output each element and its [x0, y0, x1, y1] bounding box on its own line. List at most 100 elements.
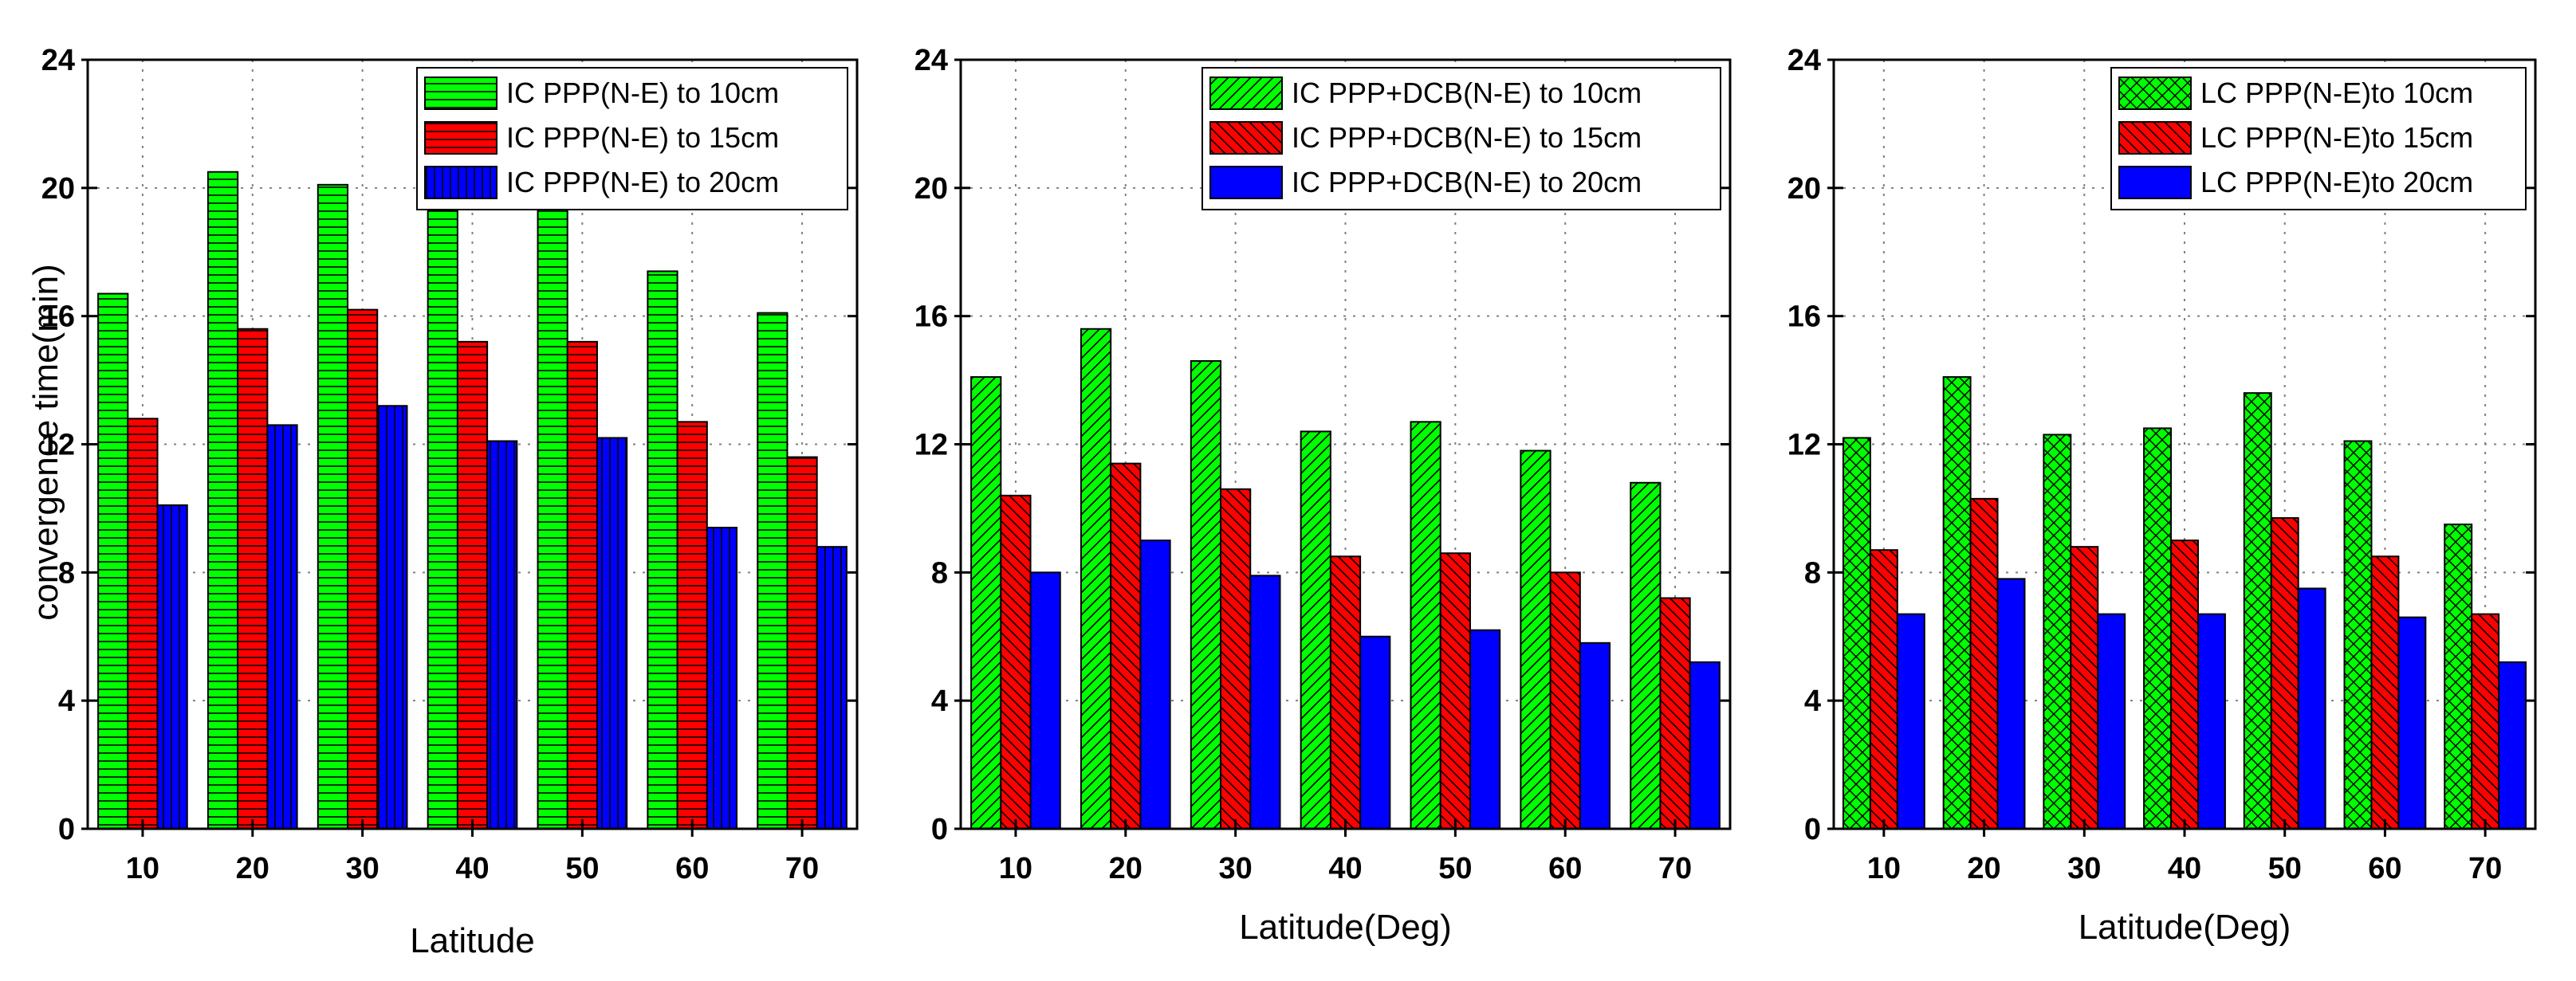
bar-hatch: [2444, 524, 2472, 829]
x-tick-label: 40: [2168, 852, 2201, 885]
y-tick-label: 12: [41, 429, 75, 462]
bar-hatch: [706, 528, 737, 829]
bar-blue-30: [1250, 575, 1280, 829]
x-tick-label: 40: [1328, 852, 1362, 885]
x-axis-label: Latitude(Deg): [2078, 908, 2291, 947]
legend-box: [1201, 67, 1721, 210]
bar-hatch: [1970, 498, 1998, 829]
bar-hatch: [1410, 422, 1441, 829]
legend-label: IC PPP(N-E) to 10cm: [506, 77, 779, 109]
legend-label: IC PPP(N-E) to 20cm: [506, 166, 779, 198]
legend-swatch-blue: [2119, 167, 2191, 198]
bar-blue-60: [1579, 642, 1610, 829]
y-tick-label: 0: [58, 813, 75, 846]
y-tick-label: 24: [1787, 44, 1821, 77]
x-tick-label: 40: [455, 852, 489, 885]
bar-hatch: [1843, 438, 1870, 829]
y-tick-label: 12: [914, 429, 948, 462]
x-tick-label: 30: [1219, 852, 1253, 885]
bar-hatch: [2271, 517, 2299, 829]
legend-swatch-hatch: [1210, 77, 1282, 109]
legend-label: LC PPP(N-E)to 10cm: [2200, 77, 2473, 109]
panel-left: 0 4 8 12 16 20 24 10 20 30 40 50 60 70 Latitude IC PPP(…: [41, 44, 859, 960]
bar-hatch: [596, 438, 627, 829]
legend-label: IC PPP(N-E) to 15cm: [506, 121, 779, 154]
bar-hatch: [787, 457, 817, 829]
y-tick-label: 8: [58, 556, 75, 590]
bar-hatch: [1300, 431, 1331, 829]
x-tick-label: 10: [126, 852, 159, 885]
y-tick-label: 8: [1804, 556, 1821, 590]
y-tick-label: 4: [931, 685, 948, 718]
y-tick-label: 0: [1804, 813, 1821, 846]
legend-swatch-hatch: [425, 77, 497, 109]
legend-swatch-outline: [2118, 77, 2192, 110]
bar-hatch: [348, 309, 378, 829]
bar-hatch: [1630, 482, 1661, 829]
bar-hatch: [2244, 393, 2271, 830]
legend-swatch-outline: [1209, 166, 1283, 199]
y-tick-label: 20: [1787, 172, 1821, 206]
x-tick-label: 50: [2268, 852, 2302, 885]
legend-swatch-hatch: [2119, 77, 2191, 109]
y-tick-label: 16: [41, 300, 75, 334]
legend-swatch-hatch: [425, 122, 497, 154]
legend-swatch-hatch: [2119, 122, 2191, 154]
y-tick-label: 16: [914, 300, 948, 334]
bar-hatch: [1660, 598, 1690, 829]
bar-hatch: [98, 293, 128, 829]
legend-swatch-outline: [2118, 121, 2192, 155]
y-tick-label: 0: [931, 813, 948, 846]
bar-blue-50: [2298, 588, 2326, 829]
legend-swatch-hatch: [425, 167, 497, 198]
bar-hatch: [1870, 550, 1898, 829]
x-tick-label: 60: [1548, 852, 1582, 885]
bar-hatch: [427, 210, 458, 830]
bar-hatch: [1550, 572, 1580, 829]
bar-hatch: [267, 425, 297, 829]
bar-blue-20: [1997, 579, 2025, 829]
legend-swatch-outline: [1209, 121, 1283, 155]
y-tick-label: 4: [1804, 685, 1821, 718]
bar-hatch: [2071, 547, 2098, 829]
bar-hatch: [1221, 489, 1251, 829]
bar-hatch: [128, 418, 158, 829]
x-tick-label: 20: [1109, 852, 1142, 885]
x-tick-label: 50: [565, 852, 599, 885]
legend-label: IC PPP+DCB(N-E) to 15cm: [1292, 121, 1642, 154]
bar-hatch: [1111, 463, 1141, 829]
panel-middle: 0 4 8 12 16 20 24 10 20 30 40 50 60 70 Latitude(Deg) IC…: [914, 44, 1732, 947]
bar-blue-70: [2499, 661, 2527, 829]
y-tick-label: 8: [931, 556, 948, 590]
legend-swatch-outline: [424, 77, 498, 110]
y-tick-label: 24: [41, 44, 75, 77]
bar-blue-70: [1689, 661, 1720, 829]
legend-label: IC PPP+DCB(N-E) to 10cm: [1292, 77, 1642, 109]
bar-hatch: [1001, 495, 1031, 829]
y-tick-label: 20: [41, 172, 75, 206]
bar-blue-10: [1897, 614, 1925, 829]
bar-hatch: [2472, 614, 2499, 829]
y-tick-label: 16: [1787, 300, 1821, 334]
bar-hatch: [2344, 441, 2372, 829]
bar-blue-40: [1360, 636, 1390, 829]
legend-label: IC PPP+DCB(N-E) to 20cm: [1292, 166, 1642, 198]
legend-swatch-outline: [424, 121, 498, 155]
bar-hatch: [567, 341, 597, 829]
y-axis-label: convergence time(min): [26, 264, 65, 621]
panel-right: 0 4 8 12 16 20 24 10 20 30 40 50 60 70 Latitude(Deg) LC…: [1787, 44, 2537, 947]
bar-blue-20: [1140, 540, 1170, 829]
bar-hatch: [238, 328, 268, 829]
x-tick-label: 10: [999, 852, 1032, 885]
bar-hatch: [1190, 360, 1221, 829]
legend-swatch-hatch: [1210, 122, 1282, 154]
y-tick-label: 24: [914, 44, 948, 77]
bar-hatch: [317, 184, 348, 829]
legend: IC PPP(N-E) to 10cm IC PPP(N-E) to 15cm IC…: [416, 67, 848, 210]
y-tick-label: 4: [58, 685, 75, 718]
x-tick-label: 30: [346, 852, 380, 885]
x-axis-label: Latitude(Deg): [1239, 908, 1452, 947]
legend-label: LC PPP(N-E)to 15cm: [2200, 121, 2473, 154]
bar-hatch: [1330, 556, 1361, 829]
